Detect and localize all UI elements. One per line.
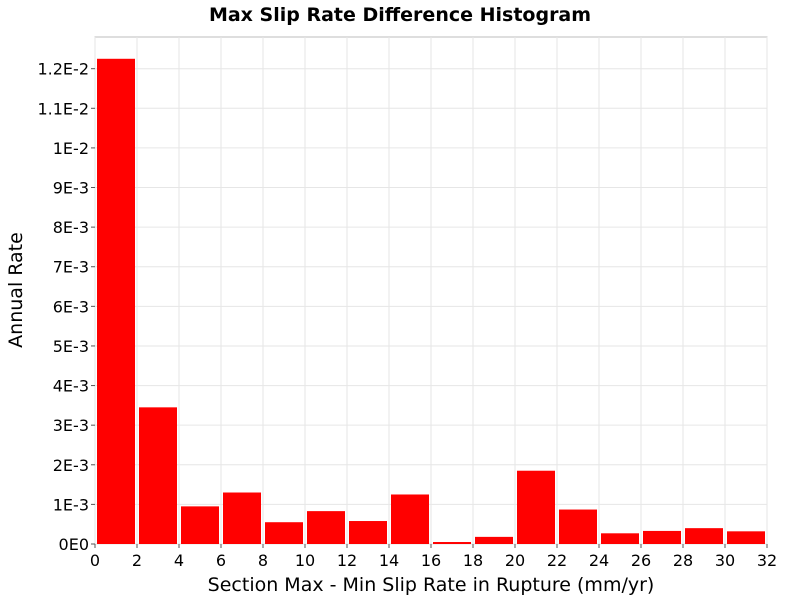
histogram-bar (601, 533, 639, 544)
y-tick-label: 1E-3 (53, 495, 89, 514)
x-tick-label: 24 (589, 551, 609, 570)
y-tick-label: 1.1E-2 (37, 99, 89, 118)
x-tick-label: 26 (631, 551, 651, 570)
y-axis-label: Annual Rate (5, 232, 27, 348)
x-tick-label: 22 (547, 551, 567, 570)
x-axis-label: Section Max - Min Slip Rate in Rupture (… (208, 574, 655, 596)
x-tick-label: 20 (505, 551, 525, 570)
x-tick-label: 0 (90, 551, 100, 570)
y-tick-label: 4E-3 (53, 377, 89, 396)
x-tick-label: 32 (757, 551, 777, 570)
histogram-bar (97, 58, 135, 544)
y-tick-label: 1.2E-2 (37, 60, 89, 79)
y-tick-label: 5E-3 (53, 337, 89, 356)
x-tick-label: 6 (216, 551, 226, 570)
histogram-bar (139, 407, 177, 544)
x-axis-ticks: 0 2 4 6 8 10 12 14 16 18 20 22 24 26 28 30 32 (90, 544, 777, 570)
histogram-bar (643, 530, 681, 544)
grid-lines (94, 37, 768, 545)
bars (97, 58, 765, 544)
histogram-bar (391, 494, 429, 544)
x-tick-label: 14 (379, 551, 399, 570)
x-tick-label: 28 (673, 551, 693, 570)
x-tick-label: 2 (132, 551, 142, 570)
histogram-bar (685, 528, 723, 544)
y-tick-label: 6E-3 (53, 297, 89, 316)
x-tick-label: 4 (174, 551, 184, 570)
y-tick-label: 2E-3 (53, 456, 89, 475)
y-tick-label: 0E0 (59, 535, 89, 554)
y-tick-label: 7E-3 (53, 258, 89, 277)
y-axis-ticks: 0E0 1E-3 2E-3 3E-3 4E-3 5E-3 6E-3 7E-3 8E-3 9E-3 1… (37, 60, 95, 554)
histogram-bar (433, 542, 471, 544)
x-tick-label: 12 (337, 551, 357, 570)
histogram-bar (265, 522, 303, 544)
x-tick-label: 10 (295, 551, 315, 570)
x-tick-label: 30 (715, 551, 735, 570)
histogram-bar (475, 536, 513, 544)
histogram-bar (223, 492, 261, 544)
histogram-bar (307, 511, 345, 544)
x-tick-label: 8 (258, 551, 268, 570)
y-tick-label: 9E-3 (53, 179, 89, 198)
histogram-bar (559, 509, 597, 544)
histogram-bar (181, 506, 219, 544)
histogram-bar (517, 470, 555, 544)
y-tick-label: 1E-2 (53, 139, 89, 158)
x-tick-label: 18 (463, 551, 483, 570)
x-tick-label: 16 (421, 551, 441, 570)
histogram-bar (349, 521, 387, 544)
histogram-bar (727, 531, 765, 544)
y-tick-label: 3E-3 (53, 416, 89, 435)
y-tick-label: 8E-3 (53, 218, 89, 237)
chart-title: Max Slip Rate Difference Histogram (209, 4, 591, 26)
